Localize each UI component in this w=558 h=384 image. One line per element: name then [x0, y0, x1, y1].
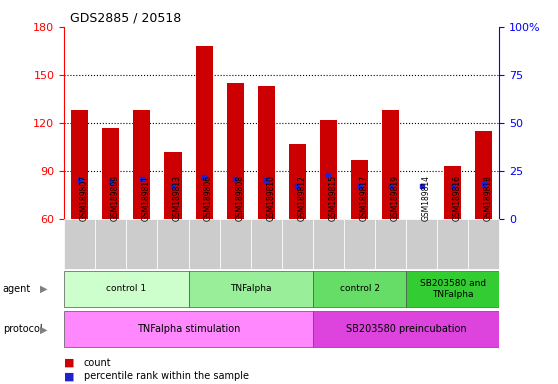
Bar [64, 311, 313, 348]
Bar [189, 271, 313, 307]
Text: GSM189816: GSM189816 [453, 175, 462, 221]
Text: GSM189815: GSM189815 [329, 175, 338, 221]
Bar [289, 144, 306, 219]
Text: GSM189814: GSM189814 [422, 175, 431, 221]
Text: agent: agent [3, 284, 31, 294]
Bar [133, 110, 151, 219]
Text: ■: ■ [64, 358, 75, 368]
Text: GSM189813: GSM189813 [173, 175, 182, 221]
Bar [313, 311, 499, 348]
Bar [351, 160, 368, 219]
Bar [227, 83, 244, 219]
Text: GSM189807: GSM189807 [80, 175, 89, 221]
Bar [375, 219, 406, 269]
Text: GSM189819: GSM189819 [391, 175, 400, 221]
Text: TNFalpha stimulation: TNFalpha stimulation [137, 324, 240, 334]
Text: SB203580 preincubation: SB203580 preincubation [346, 324, 466, 334]
Bar [95, 219, 126, 269]
Text: GSM189806: GSM189806 [204, 175, 213, 221]
Text: TNFalpha: TNFalpha [230, 285, 271, 293]
Bar [313, 271, 406, 307]
Bar [126, 219, 157, 269]
Bar [220, 219, 251, 269]
Text: percentile rank within the sample: percentile rank within the sample [84, 371, 249, 381]
Bar [258, 86, 275, 219]
Bar [102, 127, 119, 219]
Bar [444, 166, 461, 219]
Text: GSM189809: GSM189809 [111, 175, 120, 221]
Text: GSM189817: GSM189817 [359, 175, 368, 221]
Text: ■: ■ [64, 371, 75, 381]
Text: protocol: protocol [3, 324, 42, 334]
Bar [282, 219, 313, 269]
Bar [406, 271, 499, 307]
Bar [382, 110, 399, 219]
Text: count: count [84, 358, 112, 368]
Text: GSM189812: GSM189812 [297, 175, 306, 221]
Text: GSM189818: GSM189818 [484, 175, 493, 221]
Text: control 1: control 1 [106, 285, 146, 293]
Bar [251, 219, 282, 269]
Bar [468, 219, 499, 269]
Bar [64, 271, 189, 307]
Bar [189, 219, 220, 269]
Bar [157, 219, 189, 269]
Text: GSM189808: GSM189808 [235, 175, 244, 221]
Bar [344, 219, 375, 269]
Bar [320, 120, 337, 219]
Bar [437, 219, 468, 269]
Bar [195, 46, 213, 219]
Text: GDS2885 / 20518: GDS2885 / 20518 [70, 12, 181, 25]
Text: SB203580 and
TNFalpha: SB203580 and TNFalpha [420, 279, 486, 299]
Bar [313, 219, 344, 269]
Bar [406, 219, 437, 269]
Text: GSM189810: GSM189810 [266, 175, 275, 221]
Text: GSM189811: GSM189811 [142, 175, 151, 221]
Bar [165, 152, 181, 219]
Text: ▶: ▶ [40, 284, 47, 294]
Bar [71, 110, 88, 219]
Text: ▶: ▶ [40, 324, 47, 334]
Text: control 2: control 2 [339, 285, 379, 293]
Bar [64, 219, 95, 269]
Bar [475, 131, 492, 219]
